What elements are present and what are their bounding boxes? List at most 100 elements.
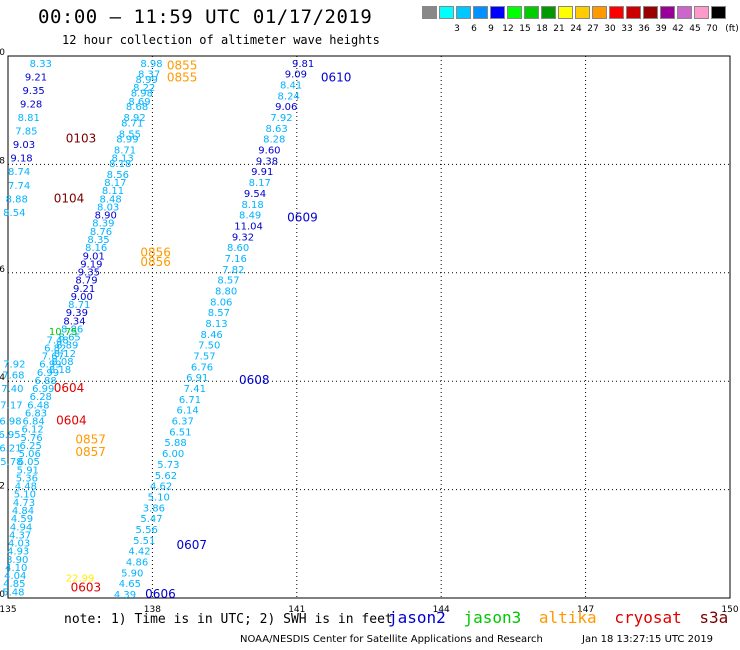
wave-height-point: 8.12 [54,349,76,360]
colorbar-label: 39 [655,24,667,34]
wave-height-point: 5.10 [14,490,36,501]
wave-height-point: 7.40 [1,384,23,395]
wave-height-point: 4.85 [3,579,25,590]
wave-height-point: 8.08 [51,357,73,368]
wave-height-point: 9.81 [292,59,314,70]
x-tick-label: 144 [433,605,450,615]
wave-height-point: 5.56 [136,525,158,536]
wave-height-point: 4.42 [128,547,150,558]
wave-height-point: 4.73 [13,498,35,509]
pass-time-label: 0610 [321,70,352,84]
wave-height-point: 4.84 [12,506,34,517]
wave-height-point: 8.98 [131,89,153,100]
colorbar-unit: (ft) [725,24,739,34]
y-tick-label: 10 [0,48,5,58]
wave-height-point: 7.68 [2,370,24,381]
wave-height-point: 8.89 [56,341,78,352]
wave-height-point: 7.50 [198,341,220,352]
pass-time-label: 0857 [75,445,106,459]
chart-subtitle: 12 hour collection of altimeter wave hei… [62,33,380,47]
wave-height-point: 5.73 [157,460,179,471]
pass-time-label: 0103 [66,132,97,146]
wave-height-point: 22.99 [66,574,95,585]
wave-height-point: 8.11 [102,186,124,197]
wave-height-point: 8.03 [97,202,119,213]
wave-height-point: 11.04 [234,221,263,232]
wave-height-point: 8.80 [215,286,237,297]
wave-height-point: 5.10 [148,492,170,503]
colorbar-swatch [439,6,454,19]
wave-height-point: 8.76 [90,227,112,238]
wave-height-point: 8.57 [217,276,239,287]
wave-height-point: 5.88 [164,438,186,449]
wave-height-point: 6.00 [162,449,184,460]
wave-height-point: 8.79 [75,276,97,287]
wave-height-point: 8.37 [138,70,160,81]
wave-height-point: 3.86 [143,503,165,514]
wave-height-point: 8.18 [109,159,131,170]
y-tick-label: 6 [0,265,5,275]
wave-height-point: 6.76 [191,362,213,373]
colorbar-swatch [609,6,624,19]
wave-height-point: 8.90 [95,211,117,222]
wave-height-point: 8.68 [126,102,148,113]
pass-time-label: 0607 [176,538,207,552]
wave-height-point: 7.48 [47,335,69,346]
colorbar-label: 12 [502,24,514,34]
y-tick-label: 8 [0,156,5,166]
footer-credit: NOAA/NESDIS Center for Satellite Applica… [240,634,543,645]
x-tick-label: 141 [288,605,305,615]
wave-height-point: 9.60 [258,146,280,157]
colorbar-label: 15 [519,24,531,34]
wave-height-point: 8.55 [119,129,141,140]
legend-jason3: jason3 [463,608,522,627]
wave-height-point: 8.24 [278,91,300,102]
wave-height-point: 8.13 [205,319,227,330]
colorbar-label: 9 [488,24,494,34]
wave-height-point: 7.41 [184,384,206,395]
wave-height-point: 8.18 [241,200,263,211]
wave-height-point: 7.85 [15,127,37,138]
pass-time-label: 0603 [71,580,102,594]
wave-height-point: 4.10 [5,563,27,574]
pass-time-label: 0857 [75,433,106,447]
wave-height-point: 9.21 [73,284,95,295]
wave-height-point: 5.76 [21,433,43,444]
wave-height-point: 8.39 [92,219,114,230]
wave-height-point: 3.90 [6,555,28,566]
colorbar-swatch [575,6,590,19]
wave-height-point: 8.28 [263,135,285,146]
satellite-legend: jason2 jason3 altika cryosat s3a [388,608,736,627]
wave-height-point: 4.03 [8,539,30,550]
wave-height-point: 7.16 [225,254,247,265]
wave-height-point: 5.36 [16,473,38,484]
wave-height-point: 4.93 [7,547,29,558]
wave-height-point: 9.19 [80,259,102,270]
wave-height-point: 4.86 [126,557,148,568]
wave-height-point: 4.37 [9,530,31,541]
pass-time-label: 0856 [140,255,171,269]
x-tick-label: 147 [577,605,594,615]
colorbar-label: 18 [536,24,548,34]
pass-time-label: 0606 [145,587,176,601]
wave-height-point: 8.65 [59,333,81,344]
wave-height-point: 9.06 [275,102,297,113]
pass-time-label: 0855 [167,59,198,73]
wave-height-point: 6.71 [179,395,201,406]
wave-height-point: 9.32 [232,232,254,243]
wave-height-point: 6.98 [0,417,22,428]
colorbar-swatch [694,6,709,19]
wave-height-point: 5.91 [17,465,39,476]
wave-height-point: 8.74 [8,167,30,178]
colorbar-label: 33 [621,24,633,34]
wave-height-point: 7.17 [0,400,22,411]
colorbar-swatch [592,6,607,19]
x-tick-label: 150 [721,605,738,615]
wave-height-point: 4.48 [15,482,37,493]
wave-height-point: 6.51 [169,427,191,438]
colorbar-label: 3 [454,24,460,34]
wave-height-point: 6.83 [25,408,47,419]
wave-height-point: 6.21 [0,444,22,455]
colorbar-label: 36 [638,24,650,34]
colorbar-label: 45 [689,24,701,34]
